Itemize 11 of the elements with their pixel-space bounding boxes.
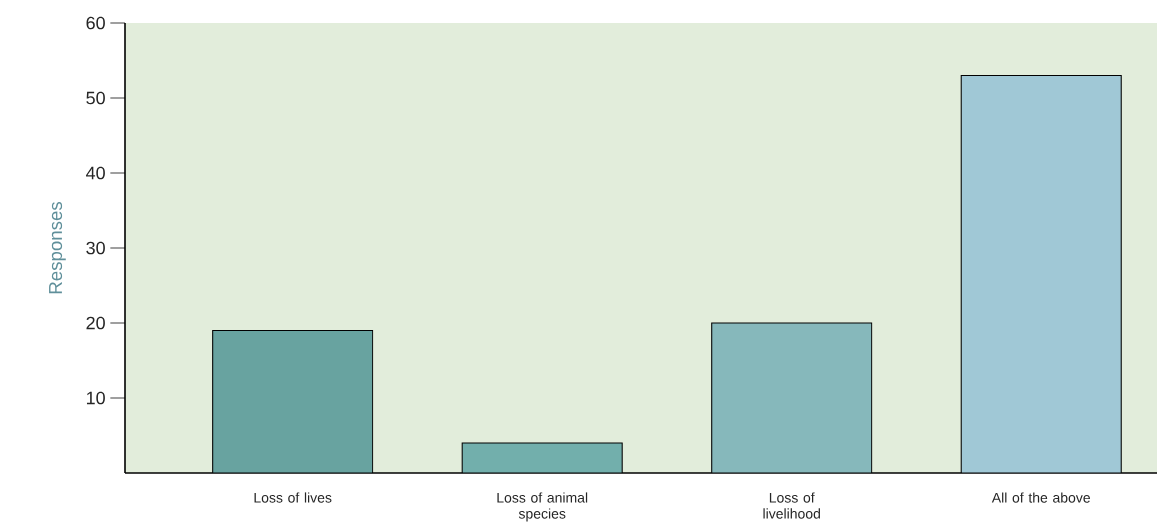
- y-axis-title: Responses: [49, 202, 66, 294]
- y-tick-label: 40: [86, 166, 105, 180]
- x-tick-label: Loss of animal species: [497, 492, 588, 522]
- x-tick-label: Loss of lives: [254, 492, 332, 503]
- x-tick-label: Loss of livelihood: [763, 492, 820, 519]
- y-tick-label: 60: [86, 16, 105, 30]
- x-tick-label: All of the above: [991, 492, 1090, 503]
- y-tick-label: 10: [86, 391, 105, 405]
- y-tick-label: 20: [86, 316, 105, 330]
- y-tick-label: 50: [86, 91, 105, 105]
- y-tick-label: 30: [86, 241, 105, 255]
